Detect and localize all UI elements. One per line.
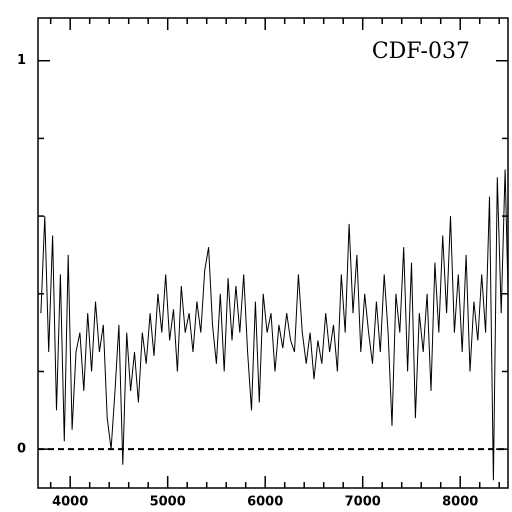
x-tick-label: 6000 (247, 495, 283, 510)
y-tick-label: 1 (17, 53, 26, 68)
spectrum-line (40, 169, 508, 481)
x-tick-label: 7000 (345, 495, 381, 510)
x-tick-label: 4000 (52, 495, 88, 510)
x-tick-label: 8000 (442, 495, 478, 510)
y-tick-label: 0 (17, 442, 26, 457)
chart-label: CDF-037 (372, 39, 470, 64)
x-tick-label: 5000 (150, 495, 186, 510)
plot-frame (37, 17, 509, 489)
